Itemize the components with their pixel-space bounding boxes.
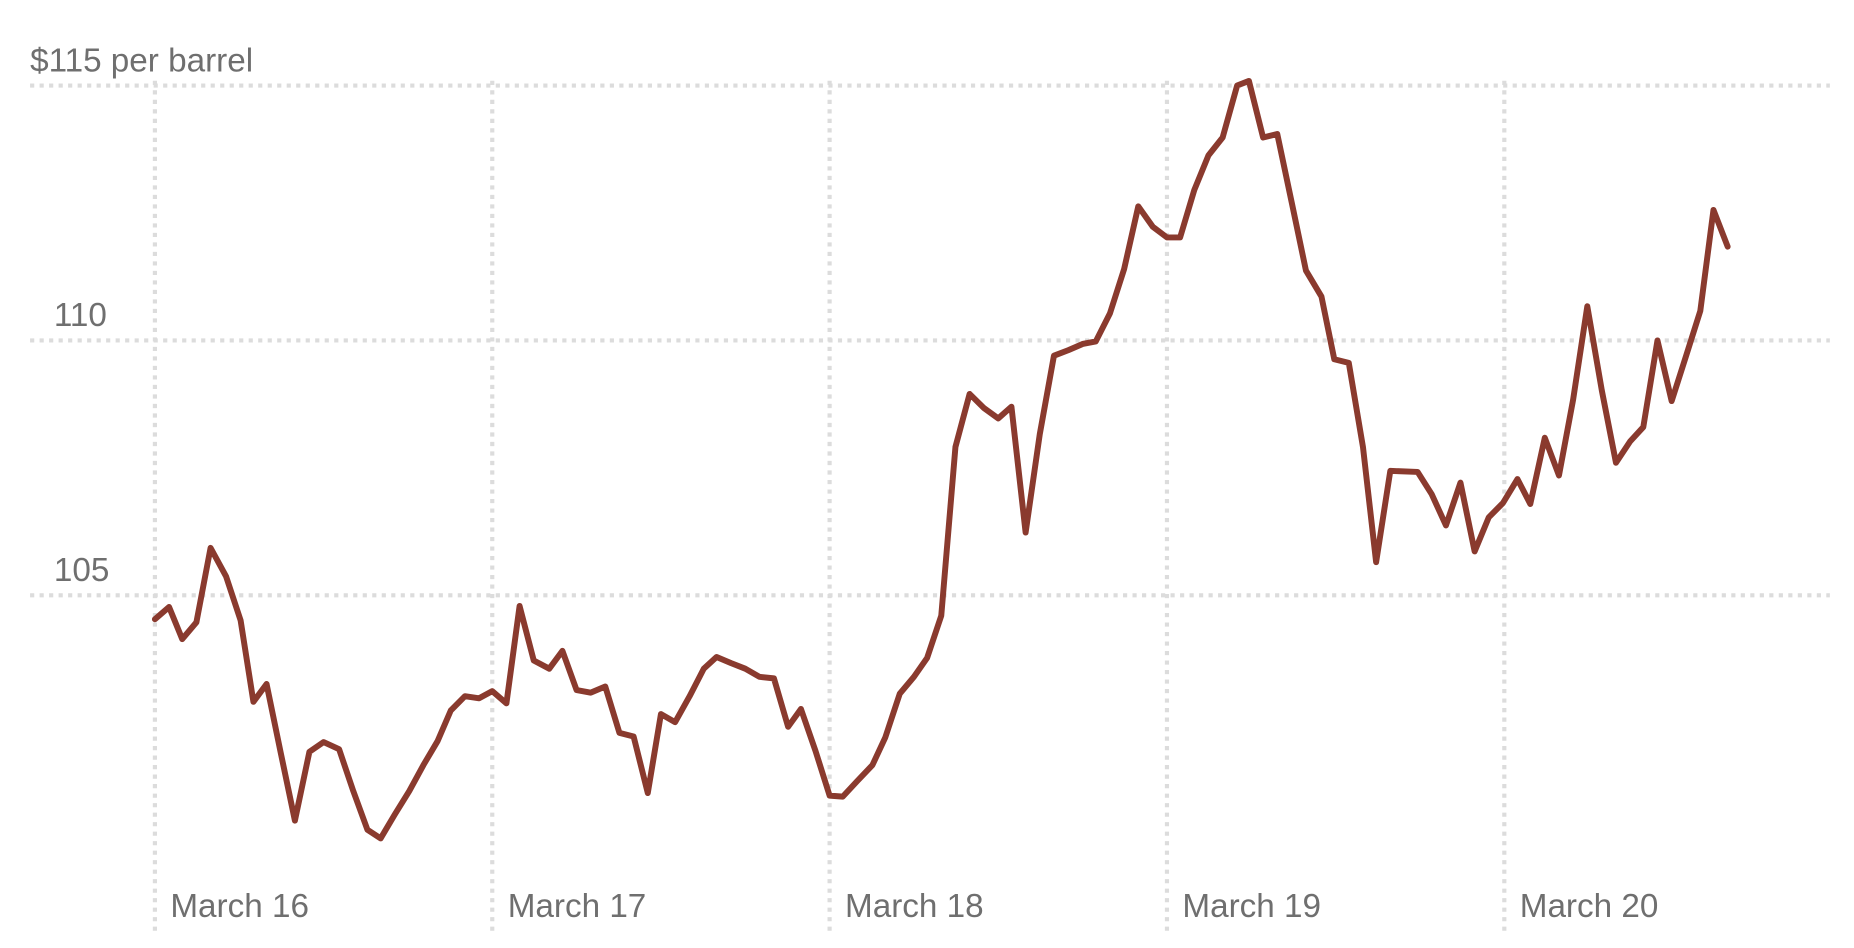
y-tick-label: 105 bbox=[54, 552, 109, 589]
x-tick-label: March 20 bbox=[1520, 888, 1659, 925]
y-tick-label: $115 per barrel bbox=[30, 42, 253, 79]
price-line bbox=[151, 77, 1731, 842]
y-tick-label: 110 bbox=[54, 297, 107, 334]
x-tick-label: March 16 bbox=[170, 888, 309, 925]
x-tick-label: March 18 bbox=[845, 888, 984, 925]
x-tick-label: March 17 bbox=[508, 888, 647, 925]
x-tick-label: March 19 bbox=[1182, 888, 1321, 925]
